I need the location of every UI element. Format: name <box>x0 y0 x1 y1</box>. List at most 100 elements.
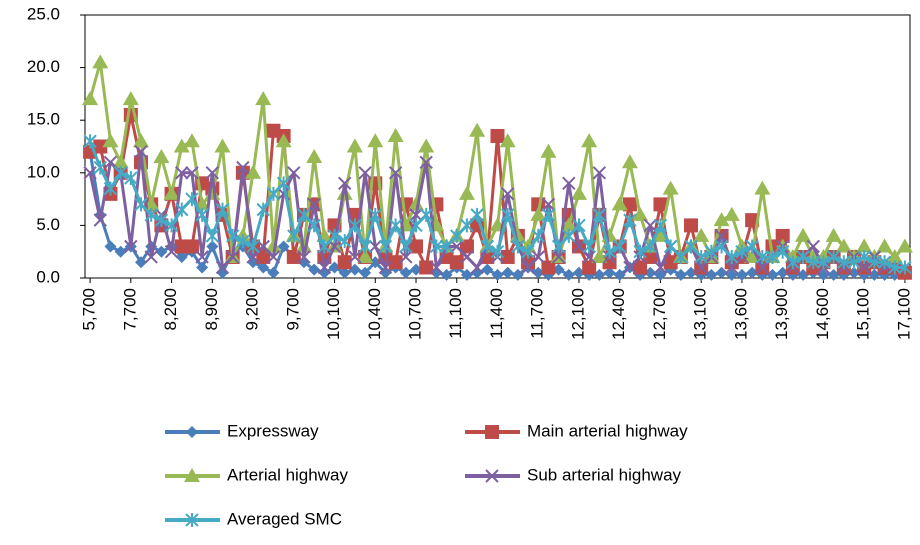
legend-label: Expressway <box>227 421 319 440</box>
marker <box>581 133 598 148</box>
marker <box>723 206 740 221</box>
marker <box>93 160 107 175</box>
marker <box>359 266 372 279</box>
marker <box>602 255 617 270</box>
marker <box>622 197 637 212</box>
marker <box>704 244 719 259</box>
marker <box>847 266 860 279</box>
marker <box>409 239 424 254</box>
marker <box>674 249 688 264</box>
legend-label: Averaged SMC <box>227 509 342 528</box>
marker <box>877 255 892 270</box>
x-tick-label: 13,900 <box>772 288 791 340</box>
marker <box>409 218 423 233</box>
marker <box>154 213 169 228</box>
marker <box>765 249 780 264</box>
marker <box>255 91 272 106</box>
y-tick-label: 25.0 <box>27 4 60 23</box>
legend-label: Main arterial highway <box>527 421 688 440</box>
marker <box>308 263 321 276</box>
marker <box>175 250 188 263</box>
marker <box>572 239 586 254</box>
marker <box>572 218 586 233</box>
x-tick-label: 11,700 <box>528 288 547 339</box>
marker <box>715 266 728 279</box>
marker <box>215 202 230 217</box>
marker <box>460 250 474 264</box>
marker <box>867 255 882 270</box>
marker <box>693 227 710 242</box>
marker <box>113 165 128 180</box>
marker <box>674 268 687 281</box>
x-tick-label: 13,100 <box>691 288 710 340</box>
marker <box>643 239 657 254</box>
y-tick-label: 0.0 <box>36 267 60 286</box>
x-tick-label: 9,200 <box>243 288 262 331</box>
marker <box>338 176 352 191</box>
marker <box>307 197 321 212</box>
marker <box>358 239 372 254</box>
marker <box>186 426 198 438</box>
marker <box>134 145 148 159</box>
marker <box>450 239 464 254</box>
y-tick-label: 10.0 <box>27 162 60 181</box>
marker <box>184 239 199 254</box>
x-tick-label: 5,700 <box>80 288 99 331</box>
marker <box>215 260 230 275</box>
marker <box>104 240 117 253</box>
marker <box>797 268 810 281</box>
marker <box>124 171 138 186</box>
marker <box>572 266 585 279</box>
marker <box>256 202 270 217</box>
marker <box>541 260 556 275</box>
marker <box>530 206 547 221</box>
marker <box>196 261 209 274</box>
marker <box>257 261 270 274</box>
marker <box>144 250 158 264</box>
marker <box>582 260 597 275</box>
marker <box>744 248 761 263</box>
marker <box>856 238 873 253</box>
marker <box>183 133 200 148</box>
marker <box>368 207 382 222</box>
marker <box>898 260 912 275</box>
series <box>83 134 912 275</box>
marker <box>532 266 545 279</box>
marker <box>185 192 199 207</box>
marker <box>408 196 425 211</box>
marker <box>399 250 413 264</box>
marker <box>540 143 557 158</box>
x-tick-label: 12,700 <box>650 288 669 340</box>
marker <box>173 138 190 153</box>
marker <box>562 176 576 191</box>
marker <box>560 217 577 232</box>
marker <box>358 166 372 180</box>
y-tick-label: 5.0 <box>36 215 60 234</box>
marker <box>246 239 260 254</box>
marker <box>521 244 535 259</box>
marker <box>369 256 382 269</box>
marker <box>551 239 566 254</box>
marker <box>470 207 484 222</box>
marker <box>418 138 435 153</box>
marker <box>552 263 565 276</box>
marker <box>287 166 301 180</box>
marker <box>857 249 871 264</box>
marker <box>267 266 280 279</box>
x-tick-label: 11,100 <box>446 288 465 339</box>
marker <box>591 248 608 263</box>
marker <box>766 268 779 281</box>
marker <box>796 249 810 264</box>
marker <box>348 250 362 264</box>
marker <box>470 260 484 275</box>
marker <box>450 228 464 243</box>
marker <box>317 239 332 254</box>
legend-label: Arterial highway <box>227 465 348 484</box>
marker <box>387 127 404 142</box>
x-tick-label: 12,100 <box>568 288 587 340</box>
marker <box>205 228 220 243</box>
marker <box>133 133 150 148</box>
marker <box>694 260 708 275</box>
x-tick-label: 17,100 <box>894 288 913 340</box>
marker <box>662 180 679 195</box>
